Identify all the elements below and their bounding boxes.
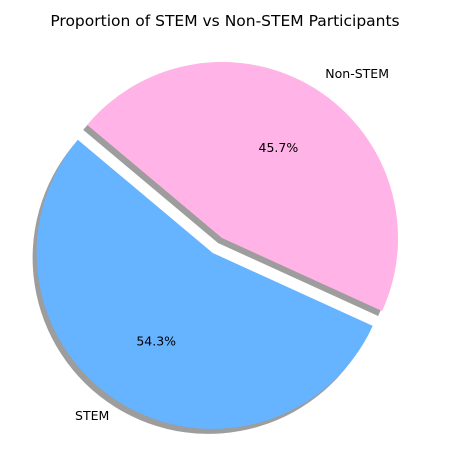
percent-label-stem: 54.3% [136, 334, 176, 349]
slice-label-non-stem: Non-STEM [325, 66, 389, 81]
slice-labels: STEM 54.3% Non-STEM 45.7% [75, 66, 389, 423]
chart-title: Proportion of STEM vs Non-STEM Participa… [50, 12, 400, 30]
slice-label-stem: STEM [75, 408, 109, 423]
percent-label-non-stem: 45.7% [259, 140, 299, 155]
slices [36, 62, 398, 429]
pie-slice-stem [36, 139, 373, 429]
pie-slice-non-stem [87, 62, 398, 312]
